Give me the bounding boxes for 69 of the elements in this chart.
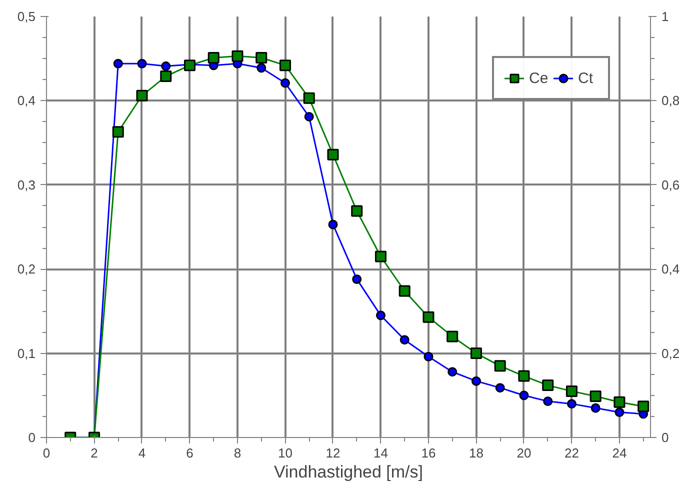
point <box>208 52 220 64</box>
point <box>422 311 434 323</box>
x-tick-label: 2 <box>90 446 98 460</box>
y2-tick-label: 0,8 <box>662 93 680 108</box>
point <box>352 274 362 284</box>
point <box>471 376 481 386</box>
x-tick-label: 20 <box>516 446 532 460</box>
point <box>376 310 386 320</box>
point <box>280 78 290 88</box>
y2-tick-label: 0 <box>662 430 669 445</box>
point <box>400 335 410 345</box>
point <box>519 390 529 400</box>
point <box>614 396 626 408</box>
x-tick-label: 4 <box>138 446 146 460</box>
point <box>446 330 458 342</box>
x-tick-label: 12 <box>326 446 340 460</box>
point <box>137 58 147 68</box>
point <box>494 360 506 372</box>
point <box>448 367 458 377</box>
point <box>304 112 314 122</box>
x-tick-label: 22 <box>564 446 579 460</box>
y2-tick-label: 0,2 <box>662 346 680 361</box>
point <box>424 352 434 362</box>
point <box>232 50 244 62</box>
point <box>328 220 338 230</box>
y-tick-label: 0 <box>28 430 36 445</box>
x-tick-label: 14 <box>374 446 388 460</box>
point <box>303 92 315 104</box>
y2-tick-label: 1 <box>662 9 669 24</box>
point <box>256 52 268 64</box>
point <box>351 205 363 217</box>
x-tick-label: 18 <box>468 446 484 460</box>
y2-tick-label: 0,4 <box>662 262 680 277</box>
point <box>279 60 291 72</box>
point <box>543 396 553 406</box>
point <box>374 250 386 262</box>
point <box>566 399 576 409</box>
y-tick-label: 0,5 <box>17 9 36 24</box>
point <box>398 285 410 297</box>
point <box>566 385 578 397</box>
point <box>495 383 505 393</box>
point <box>590 390 602 402</box>
legend-label: Ct <box>578 70 594 86</box>
x-tick-label: 10 <box>278 446 292 460</box>
point <box>542 380 554 392</box>
point <box>256 63 266 73</box>
point <box>327 148 339 160</box>
legend-label: Ce <box>529 70 549 86</box>
point <box>136 90 148 102</box>
point <box>614 408 624 417</box>
point <box>160 70 172 82</box>
x-tick-label: 24 <box>612 446 627 460</box>
y-tick-label: 0,4 <box>17 93 36 108</box>
x-tick-label: 8 <box>234 446 242 460</box>
point <box>518 370 530 382</box>
point <box>112 126 124 138</box>
y-tick-label: 0,2 <box>17 262 36 277</box>
point <box>113 58 123 68</box>
y2-tick-label: 0,6 <box>662 177 680 192</box>
y-tick-label: 0,3 <box>17 177 36 192</box>
point <box>161 61 171 71</box>
point <box>470 348 482 360</box>
x-tick-label: 0 <box>42 446 50 460</box>
point <box>638 400 650 412</box>
y-tick-label: 0,1 <box>17 346 36 361</box>
x-tick-label: 6 <box>186 446 194 460</box>
point <box>590 403 600 413</box>
x-tick-label: 16 <box>421 446 436 460</box>
x-axis-title: Vindhastighed [m/s] <box>274 462 423 482</box>
